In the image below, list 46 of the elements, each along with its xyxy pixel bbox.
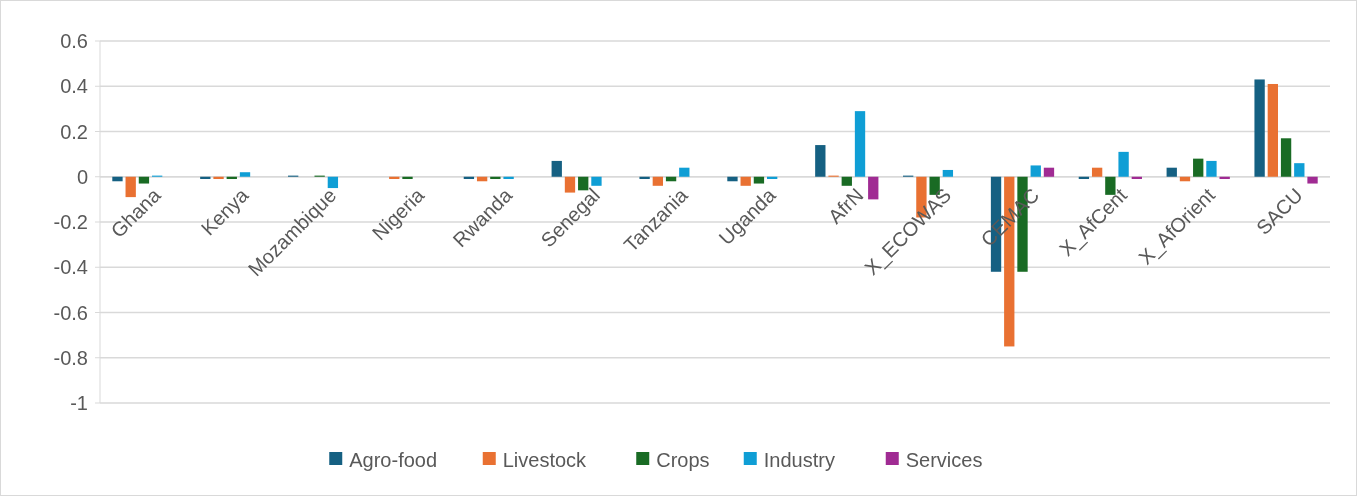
bar xyxy=(239,172,251,177)
bar xyxy=(490,176,501,180)
bar xyxy=(753,176,765,184)
bar xyxy=(1043,167,1055,177)
bar xyxy=(854,111,866,177)
legend-label: Agro-food xyxy=(349,449,438,471)
bar xyxy=(1030,165,1041,177)
bar xyxy=(402,176,413,180)
bar xyxy=(639,176,650,180)
bar xyxy=(727,176,738,182)
bar xyxy=(1206,160,1217,177)
y-tick-label: 0.4 xyxy=(60,75,88,98)
y-tick-label: 0.2 xyxy=(60,120,88,143)
bar xyxy=(551,160,562,177)
legend-label: Industry xyxy=(763,449,835,471)
bar xyxy=(841,176,852,186)
bar xyxy=(1193,158,1204,177)
legend-label: Livestock xyxy=(502,449,588,471)
bar xyxy=(1166,167,1177,177)
y-tick-label: 0 xyxy=(76,165,88,188)
bar xyxy=(942,169,954,177)
bar xyxy=(1280,138,1292,177)
y-tick-label: -0.4 xyxy=(53,256,88,279)
bar xyxy=(138,176,150,184)
legend-label: Crops xyxy=(656,449,710,471)
bar xyxy=(327,176,339,189)
bar xyxy=(652,176,663,186)
y-tick-label: -0.2 xyxy=(53,211,88,233)
bar xyxy=(213,176,224,180)
bar xyxy=(1118,151,1129,177)
bar xyxy=(1254,79,1265,177)
y-tick-label: 0.6 xyxy=(60,30,88,52)
legend-label: Services xyxy=(905,449,983,471)
y-tick-label: -1 xyxy=(70,392,88,414)
bar xyxy=(591,176,602,186)
bar xyxy=(503,176,514,180)
bar xyxy=(1294,163,1305,177)
bar xyxy=(1307,176,1318,184)
bar xyxy=(112,176,123,182)
y-tick-label: -0.8 xyxy=(53,346,88,369)
bar xyxy=(740,176,751,186)
bar xyxy=(1091,167,1103,177)
y-tick-label: -0.6 xyxy=(53,301,88,324)
bar xyxy=(815,145,826,177)
bar xyxy=(679,167,690,177)
bar xyxy=(1267,83,1278,177)
